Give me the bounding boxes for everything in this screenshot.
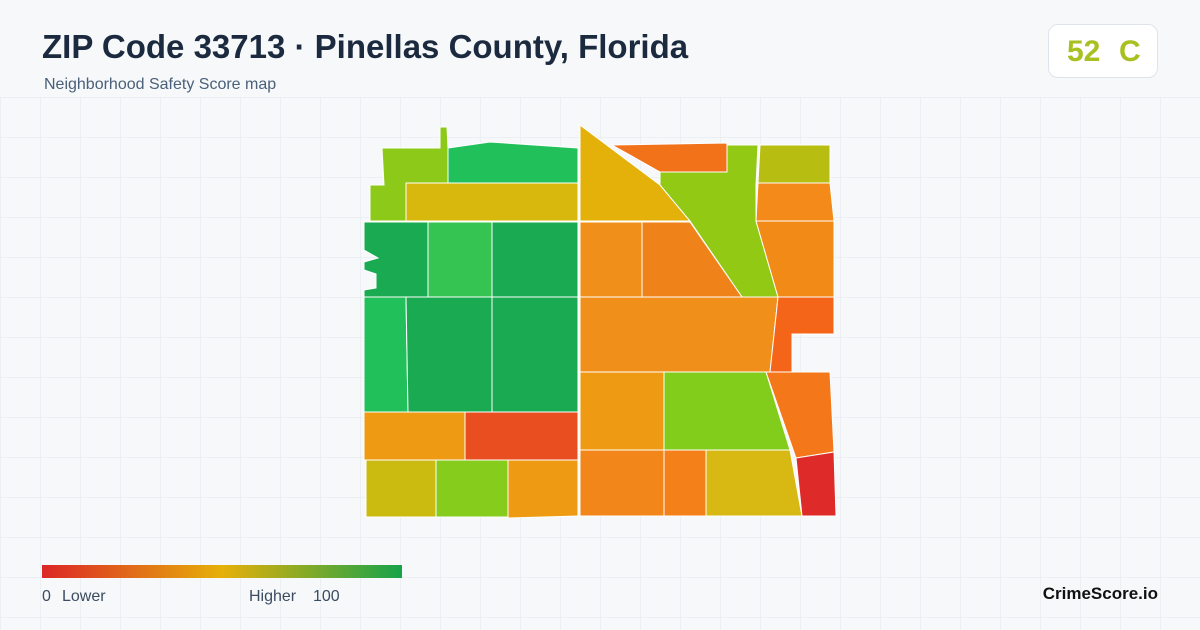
score-badge: 52 C <box>1048 24 1158 78</box>
title: ZIP Code 33713 · Pinellas County, Florid… <box>42 28 689 65</box>
subtitle: Neighborhood Safety Score map <box>44 76 277 93</box>
grade: C <box>1119 35 1141 68</box>
brand: CrimeScore.io <box>1042 584 1158 603</box>
legend-min: 0 <box>42 588 51 605</box>
score: 52 <box>1067 35 1101 68</box>
legend-gradient <box>42 565 402 578</box>
legend-max-label: Higher <box>249 588 297 605</box>
legend-min-label: Lower <box>62 588 106 605</box>
zip-areas <box>363 124 837 519</box>
legend-max: 100 <box>313 588 340 605</box>
